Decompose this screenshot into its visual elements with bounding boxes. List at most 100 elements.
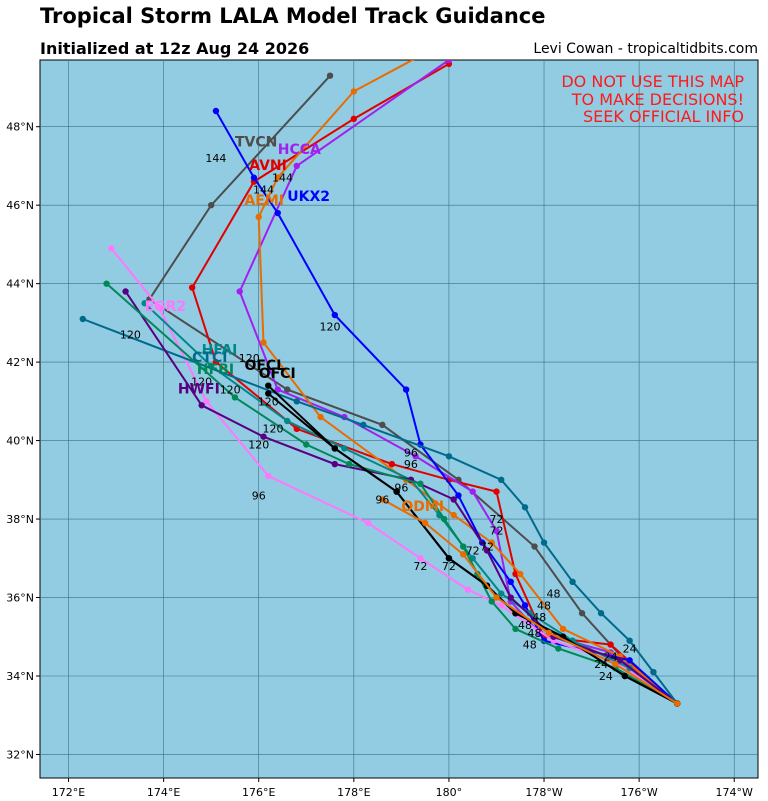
track-point: [260, 433, 267, 440]
track-point: [326, 72, 334, 79]
model-label-ofcl: OFCL: [244, 358, 285, 374]
track-point: [293, 162, 300, 170]
lat-tick-label: 34°N: [6, 670, 34, 683]
model-label-hfbi: HFBI: [197, 362, 234, 378]
model-label-tvcn: TVCN: [235, 134, 277, 150]
track-point: [331, 445, 339, 452]
hour-label: 96: [375, 493, 389, 506]
hour-label: 72: [480, 540, 494, 553]
track-point: [265, 390, 272, 397]
track-point: [459, 551, 467, 558]
track-point: [388, 460, 396, 468]
track-point: [108, 245, 115, 252]
hour-label: 96: [404, 458, 418, 471]
hour-label: 96: [404, 446, 418, 459]
track-point: [597, 610, 605, 617]
model-label-egr2: EGR2: [145, 299, 187, 315]
hour-label: 72: [442, 560, 456, 573]
hour-label: 144: [272, 172, 293, 185]
track-point: [207, 201, 215, 209]
track-line: [82, 318, 678, 705]
track-point: [450, 511, 457, 519]
lon-tick-label: 174°E: [147, 786, 180, 799]
lon-tick-label: 174°W: [716, 786, 753, 799]
track-point: [265, 382, 272, 389]
hour-label: 48: [547, 588, 561, 601]
hour-label: 24: [599, 670, 613, 683]
hour-label: 48: [532, 611, 546, 624]
track-point: [331, 460, 339, 468]
track-point: [265, 472, 272, 480]
hour-label: 48: [528, 627, 542, 640]
hour-label: 144: [253, 183, 274, 196]
axis-ticks: 172°E 174°E 176°E 178°E 180° 178°W 176°W 174°W 3…: [6, 121, 753, 799]
lon-tick-label: 172°E: [52, 786, 85, 799]
track-point: [284, 386, 291, 393]
track-point: [445, 555, 453, 562]
track-point: [379, 421, 386, 429]
model-label-ukx2: UKX2: [287, 189, 330, 205]
track-point: [122, 288, 129, 295]
track-point: [274, 386, 281, 393]
track-point: [203, 398, 210, 405]
warning-line-3: SEEK OFFICIAL INFO: [583, 107, 744, 126]
warning-line-2: TO MAKE DECISIONS!: [571, 90, 744, 109]
track-point: [483, 547, 491, 554]
init-time-subtitle: Initialized at 12z Aug 24 2026: [40, 39, 310, 58]
track-point: [331, 311, 339, 319]
track-point: [540, 539, 548, 546]
track-point: [455, 492, 462, 499]
track-point: [673, 700, 681, 707]
track-point: [650, 668, 657, 676]
track-point: [459, 543, 467, 550]
track-point: [445, 453, 453, 460]
track-point: [440, 515, 448, 523]
model-label-hcca: HCCA: [278, 142, 321, 158]
hour-label: 48: [537, 599, 551, 612]
track-point: [379, 496, 386, 503]
hour-label: 120: [248, 438, 269, 451]
track-point: [79, 315, 86, 323]
track-point: [498, 602, 505, 609]
track-point: [569, 578, 576, 586]
lon-tick-label: 176°E: [242, 786, 275, 799]
track-point: [412, 453, 419, 460]
track-point: [493, 594, 500, 601]
credit-text: Levi Cowan - tropicaltidbits.com: [533, 41, 758, 57]
track-point: [531, 543, 538, 550]
hour-label: 120: [191, 376, 212, 389]
track-point: [621, 672, 629, 680]
hour-label: 48: [518, 619, 532, 632]
track-point: [260, 339, 267, 346]
lon-tick-label: 180°: [436, 786, 463, 799]
track-hfbi: [103, 280, 681, 707]
track-point: [274, 209, 281, 217]
track-point: [521, 504, 529, 511]
track-point: [231, 394, 239, 401]
warning-line-1: DO NOT USE THIS MAP: [561, 72, 744, 91]
track-point: [103, 280, 110, 287]
lat-tick-label: 46°N: [6, 199, 34, 212]
track-point: [188, 284, 196, 291]
track-point: [612, 661, 619, 668]
track-point: [141, 300, 148, 307]
hour-label: 72: [489, 513, 503, 526]
track-point: [626, 637, 633, 644]
model-label-hfai: HFAI: [202, 342, 238, 358]
track-point: [350, 88, 358, 95]
track-point: [545, 629, 552, 637]
track-point: [616, 657, 624, 664]
track-point: [212, 358, 220, 366]
model-label-ofci: OFCI: [259, 366, 296, 382]
hour-label: 120: [320, 321, 341, 334]
track-odmi: [379, 496, 681, 707]
track-point: [512, 570, 519, 578]
track-point: [626, 657, 633, 664]
track-point: [464, 586, 472, 593]
track-point: [402, 386, 410, 393]
hour-label: 96: [252, 489, 266, 502]
track-point: [555, 645, 562, 652]
track-point: [488, 539, 495, 546]
hour-label: 144: [205, 152, 226, 165]
